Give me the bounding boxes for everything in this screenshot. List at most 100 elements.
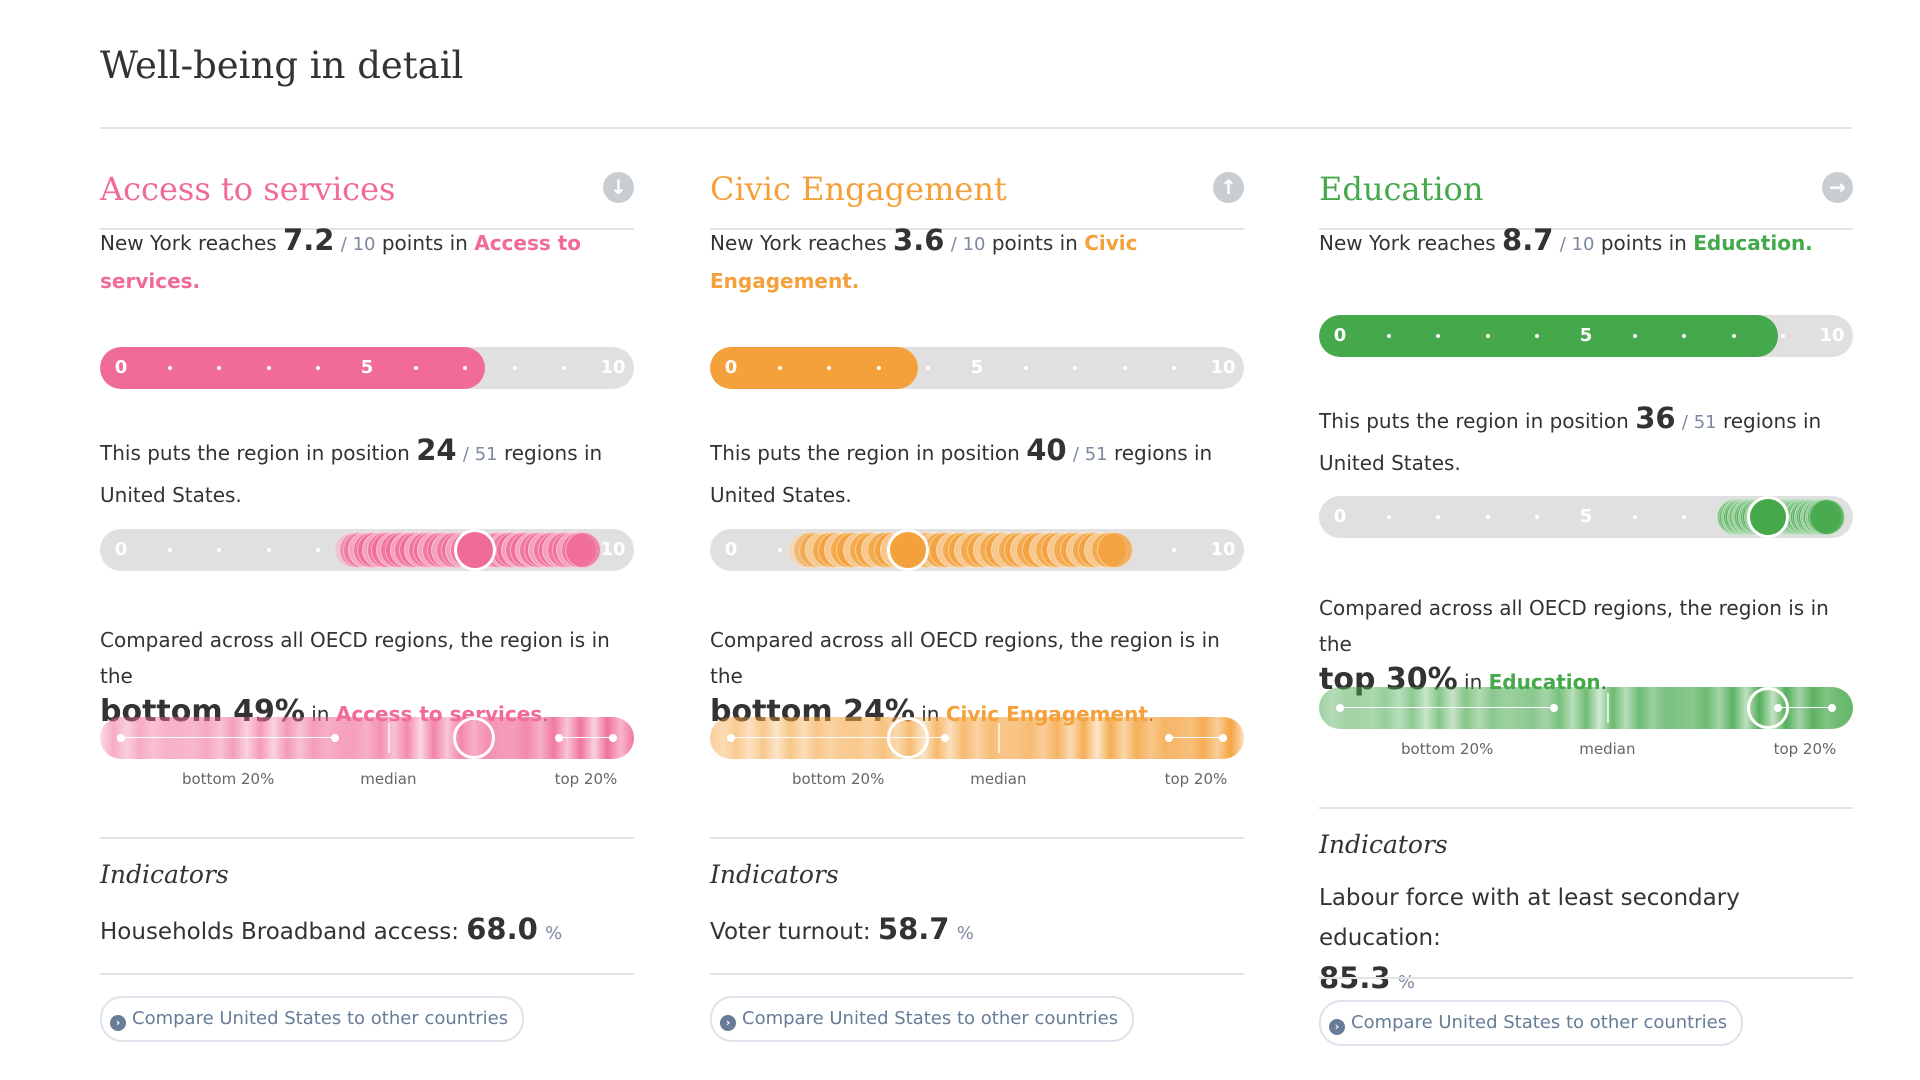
indicator-value: 68.0 bbox=[466, 912, 538, 946]
top-20-label: top 20% bbox=[1164, 770, 1228, 788]
oecd-quantile-dot bbox=[1165, 734, 1174, 742]
scale-label: 0 bbox=[724, 357, 738, 378]
median-label: median bbox=[1579, 740, 1636, 758]
arrow-down-circle-icon[interactable]: ↓ bbox=[603, 172, 634, 203]
scale-dot bbox=[1731, 334, 1736, 338]
bottom-20-line bbox=[731, 737, 945, 738]
compared-prefix: Compared across all OECD regions, the re… bbox=[1319, 596, 1829, 656]
points-in: points in bbox=[991, 231, 1078, 255]
rank-sentence: This puts the region in position 40 / 51… bbox=[710, 430, 1244, 515]
scale-dot bbox=[876, 366, 881, 370]
oecd-labels: bottom 20% median top 20% bbox=[1319, 740, 1853, 762]
rank-value: 40 bbox=[1026, 433, 1067, 467]
region-bubble bbox=[1096, 532, 1133, 568]
country-name: United States. bbox=[100, 483, 242, 507]
indicators-title: Indicators bbox=[1319, 830, 1448, 859]
scale-dot bbox=[1171, 548, 1176, 552]
oecd-region-marker bbox=[886, 717, 929, 759]
scale-dot bbox=[1534, 334, 1539, 338]
arrow-up-circle-icon[interactable]: ↑ bbox=[1213, 172, 1244, 203]
arrow-right-circle-icon: › bbox=[720, 1015, 736, 1031]
scale-label: 5 bbox=[360, 357, 374, 378]
section-divider bbox=[100, 228, 634, 230]
indicators-title: Indicators bbox=[710, 860, 839, 889]
oecd-region-marker bbox=[1746, 687, 1789, 729]
section-access-to-services: Access to services ↓ New York reaches 7.… bbox=[100, 130, 634, 1080]
compare-countries-button[interactable]: › Compare United States to other countrie… bbox=[1319, 1000, 1744, 1046]
top-20-line bbox=[1169, 737, 1223, 738]
oecd-distribution-bar bbox=[1319, 687, 1853, 729]
scale-label: 10 bbox=[600, 357, 626, 378]
region-bubble bbox=[1809, 499, 1846, 535]
indicator-row: Labour force with at least secondary edu… bbox=[1319, 878, 1853, 1003]
category-label: Education. bbox=[1693, 231, 1813, 255]
scale-dot bbox=[1024, 366, 1029, 370]
bottom-20-line bbox=[121, 737, 335, 738]
indicator-value: 58.7 bbox=[877, 912, 950, 946]
oecd-quantile-dot bbox=[330, 734, 339, 742]
position-prefix: This puts the region in position bbox=[100, 441, 410, 465]
compare-countries-button[interactable]: › Compare United States to other countrie… bbox=[100, 996, 525, 1042]
scale-dot bbox=[1436, 334, 1441, 338]
current-region-marker bbox=[454, 529, 497, 571]
top-20-line bbox=[1778, 707, 1832, 708]
score-bar: 0 5 10 bbox=[100, 347, 634, 389]
median-label: median bbox=[970, 770, 1027, 788]
country-name: United States. bbox=[710, 483, 852, 507]
compared-prefix: Compared across all OECD regions, the re… bbox=[710, 628, 1220, 688]
arrow-right-circle-icon[interactable]: → bbox=[1822, 172, 1853, 203]
median-label: median bbox=[360, 770, 417, 788]
scale-dot bbox=[925, 366, 930, 370]
scale-dot bbox=[778, 366, 783, 370]
compare-countries-button[interactable]: › Compare United States to other countrie… bbox=[710, 996, 1135, 1042]
scale-dot bbox=[168, 548, 173, 552]
indicator-label: Voter turnout: bbox=[710, 919, 871, 945]
period: . bbox=[1600, 670, 1607, 694]
scale-label: 0 bbox=[114, 539, 128, 560]
oecd-quantile-dot bbox=[555, 734, 564, 742]
scale-label: 0 bbox=[1333, 325, 1347, 346]
reaches-prefix: New York reaches bbox=[1319, 231, 1496, 255]
score-value: 3.6 bbox=[893, 223, 945, 257]
score-sentence: New York reaches 3.6 / 10 points in Civi… bbox=[710, 208, 1230, 299]
indicator-unit: % bbox=[545, 923, 563, 944]
median-tick bbox=[388, 723, 391, 753]
scale-dot bbox=[1436, 515, 1441, 519]
scale-label: 0 bbox=[724, 539, 738, 560]
scale-dot bbox=[778, 548, 783, 552]
scale-label: 5 bbox=[970, 357, 984, 378]
out-of-ten: / 10 bbox=[950, 234, 986, 255]
scale-dot bbox=[315, 366, 320, 370]
current-region-marker bbox=[1747, 496, 1790, 538]
section-title: Civic Engagement bbox=[710, 170, 1007, 208]
section-divider bbox=[1319, 228, 1853, 230]
regions-in: regions in bbox=[503, 441, 603, 465]
scale-label: 10 bbox=[1819, 325, 1845, 346]
oecd-sentence: Compared across all OECD regions, the re… bbox=[100, 622, 634, 732]
score-sentence: New York reaches 7.2 / 10 points in Acce… bbox=[100, 208, 620, 299]
category-label: Civic Engagement. bbox=[710, 231, 1138, 293]
top-20-label: top 20% bbox=[1773, 740, 1837, 758]
oecd-quantile-dot bbox=[1218, 734, 1227, 742]
position-prefix: This puts the region in position bbox=[710, 441, 1020, 465]
compare-label: Compare United States to other countries bbox=[742, 1008, 1119, 1029]
oecd-region-marker bbox=[452, 717, 495, 759]
out-of-regions: / 51 bbox=[1072, 444, 1108, 465]
scale-dot bbox=[1633, 515, 1638, 519]
scale-label: 10 bbox=[1210, 539, 1236, 560]
arrow-right-circle-icon: › bbox=[1329, 1019, 1345, 1035]
rank-sentence: This puts the region in position 24 / 51… bbox=[100, 430, 634, 515]
scale-label: 10 bbox=[600, 539, 626, 560]
section-education: Education → New York reaches 8.7 / 10 po… bbox=[1319, 130, 1853, 1080]
regions-in: regions in bbox=[1722, 409, 1822, 433]
indicator-label: Labour force with at least secondary edu… bbox=[1319, 885, 1740, 951]
indicator-label: Households Broadband access: bbox=[100, 919, 459, 945]
scale-dot bbox=[217, 548, 222, 552]
indicator-row: Voter turnout: 58.7 % bbox=[710, 912, 974, 946]
rank-value: 24 bbox=[416, 433, 457, 467]
indicator-unit: % bbox=[1397, 972, 1415, 993]
out-of-ten: / 10 bbox=[1559, 234, 1595, 255]
section-divider bbox=[1319, 807, 1853, 809]
scale-dot bbox=[512, 366, 517, 370]
oecd-sentence: Compared across all OECD regions, the re… bbox=[1319, 590, 1853, 700]
